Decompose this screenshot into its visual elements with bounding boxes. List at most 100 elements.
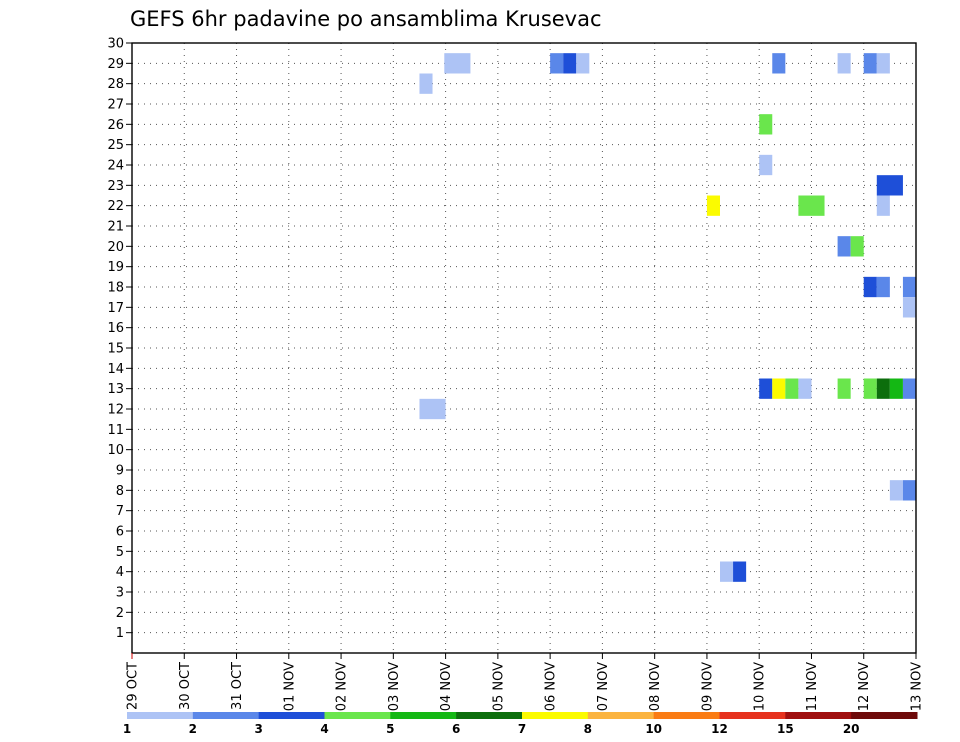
precip-cell xyxy=(720,561,734,582)
precip-cell xyxy=(863,53,877,74)
colorbar-segment xyxy=(390,712,457,719)
colorbar-label: 7 xyxy=(518,722,526,736)
x-tick-label: 13 NOV xyxy=(910,662,925,711)
precip-cell xyxy=(837,53,851,74)
precip-cell xyxy=(706,195,720,216)
colorbar-label: 1 xyxy=(123,722,131,736)
precip-cell xyxy=(876,276,890,298)
precip-cell xyxy=(550,53,564,74)
precip-cell xyxy=(876,378,890,399)
x-tick-label: 07 NOV xyxy=(596,662,611,711)
x-axis: 29 OCT 30 OCT 31 OCT 01 NOV 02 NOV 03 NOV 04 N… xyxy=(126,653,925,711)
x-tick-label: 05 NOV xyxy=(491,662,506,711)
colorbar-label: 3 xyxy=(254,722,262,736)
x-tick-label: 31 OCT xyxy=(230,662,245,710)
precip-cell xyxy=(759,154,773,176)
precip-cell xyxy=(798,378,812,399)
y-tick-label: 11 xyxy=(107,423,124,438)
chart-title: GEFS 6hr padavine po ansamblima Krusevac xyxy=(130,7,602,31)
y-tick-label: 17 xyxy=(107,301,124,316)
y-axis: 1234567891011121314151617181920212223242… xyxy=(107,37,132,641)
y-tick-label: 2 xyxy=(116,606,124,621)
colorbar-label: 4 xyxy=(320,722,328,736)
precip-cell xyxy=(733,561,747,582)
precip-cell xyxy=(772,378,786,399)
precip-cell xyxy=(837,236,851,257)
colorbar-segment xyxy=(587,712,655,719)
precip-cell xyxy=(902,480,916,501)
precip-cell xyxy=(876,175,903,196)
x-tick-label: 09 NOV xyxy=(700,662,715,711)
precip-cell xyxy=(772,53,786,74)
precip-cell xyxy=(563,53,577,74)
y-tick-label: 8 xyxy=(116,484,124,499)
y-tick-label: 23 xyxy=(107,179,124,194)
colorbar-segment xyxy=(258,712,325,719)
precipitation-cells xyxy=(419,53,916,582)
precip-cell xyxy=(798,195,825,216)
precip-cell xyxy=(902,297,916,318)
y-tick-label: 6 xyxy=(116,525,124,540)
y-tick-label: 9 xyxy=(116,464,124,479)
x-tick-label: 01 NOV xyxy=(282,662,297,711)
y-tick-label: 18 xyxy=(107,281,124,296)
precip-cell xyxy=(863,378,877,399)
x-tick-label: 03 NOV xyxy=(387,662,402,711)
y-tick-label: 12 xyxy=(107,403,124,418)
y-tick-label: 28 xyxy=(107,77,124,92)
x-tick-label: 08 NOV xyxy=(648,662,663,711)
y-tick-label: 4 xyxy=(116,565,124,580)
y-tick-label: 14 xyxy=(107,362,124,377)
colorbar-label: 5 xyxy=(386,722,394,736)
y-tick-label: 26 xyxy=(107,118,124,133)
colorbar-label: 8 xyxy=(584,722,592,736)
precip-cell xyxy=(889,480,903,501)
y-tick-label: 7 xyxy=(116,504,124,519)
precip-cell xyxy=(759,378,773,399)
precip-cell xyxy=(902,378,916,399)
precip-cell xyxy=(902,276,916,298)
y-tick-label: 19 xyxy=(107,260,124,275)
y-tick-label: 21 xyxy=(107,220,124,235)
colorbar-segment xyxy=(785,712,852,719)
colorbar-segment xyxy=(851,712,918,719)
precip-cell xyxy=(419,398,446,420)
precip-cell xyxy=(576,53,590,74)
precip-cell xyxy=(419,73,433,94)
y-tick-label: 29 xyxy=(107,57,124,72)
precip-cell xyxy=(876,53,890,74)
colorbar-label: 12 xyxy=(711,722,728,736)
colorbar-label: 2 xyxy=(189,722,197,736)
y-tick-label: 5 xyxy=(116,545,124,560)
colorbar-label: 10 xyxy=(645,722,662,736)
x-tick-label: 29 OCT xyxy=(126,662,141,710)
precip-cell xyxy=(876,195,890,216)
y-tick-label: 16 xyxy=(107,321,124,336)
colorbar-segment xyxy=(324,712,391,719)
colorbar-segment xyxy=(127,712,194,719)
colorbar-segment xyxy=(653,712,720,719)
x-tick-label: 30 OCT xyxy=(178,662,193,710)
y-tick-label: 22 xyxy=(107,199,124,214)
y-tick-label: 20 xyxy=(107,240,124,255)
precip-cell xyxy=(863,276,877,298)
x-tick-label: 02 NOV xyxy=(335,662,350,711)
precip-cell xyxy=(785,378,799,399)
colorbar-label: 20 xyxy=(843,722,860,736)
precip-cell xyxy=(444,53,471,74)
precip-cell xyxy=(759,114,773,135)
x-tick-label: 04 NOV xyxy=(439,662,454,711)
colorbar-legend: 1 2 3 4 5 6 7 8 10 12 15 20 xyxy=(123,712,918,736)
y-tick-label: 25 xyxy=(107,138,124,153)
y-tick-label: 1 xyxy=(116,626,124,641)
x-tick-label: 06 NOV xyxy=(544,662,559,711)
x-tick-label: 11 NOV xyxy=(805,662,820,711)
colorbar-label: 6 xyxy=(452,722,460,736)
colorbar-segment xyxy=(719,712,786,719)
y-tick-label: 24 xyxy=(107,159,124,174)
x-tick-label: 10 NOV xyxy=(753,662,768,711)
colorbar-label: 15 xyxy=(777,722,794,736)
y-tick-label: 3 xyxy=(116,586,124,601)
